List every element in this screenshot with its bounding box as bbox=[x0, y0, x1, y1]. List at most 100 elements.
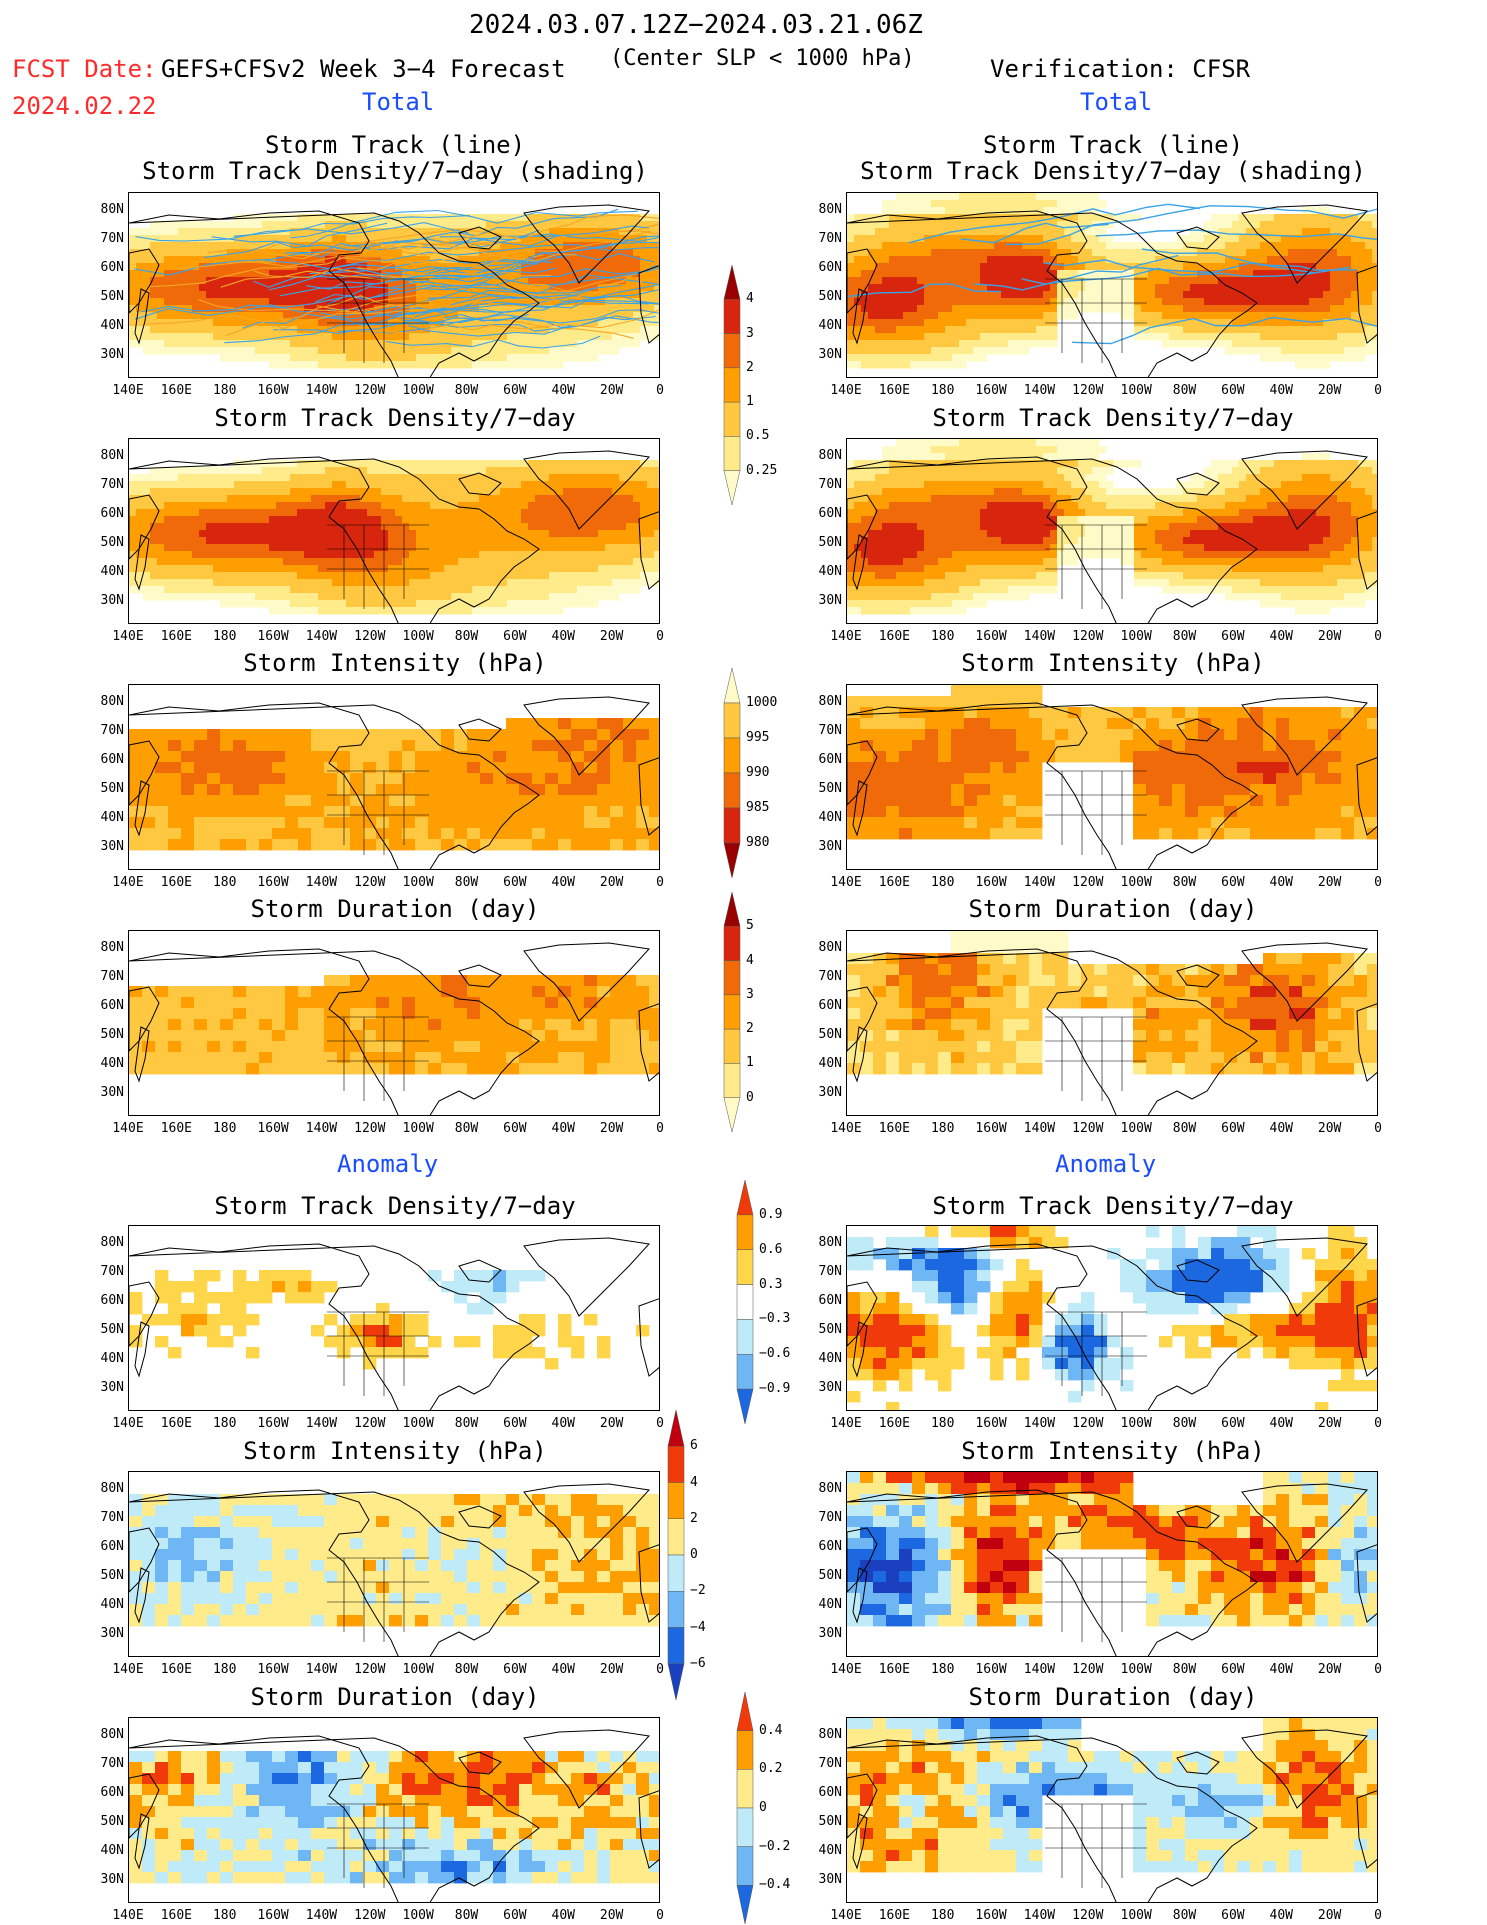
lat-tick-label: 80N bbox=[100, 940, 124, 955]
lon-tick-label: 60W bbox=[1221, 1121, 1245, 1136]
map-intensity-verification-svg bbox=[847, 685, 1377, 869]
lat-tick-label: 80N bbox=[818, 202, 842, 217]
lon-tick-label: 60W bbox=[1221, 1662, 1245, 1677]
map-track-line-verification-svg bbox=[847, 193, 1377, 377]
lon-tick-label: 60W bbox=[1221, 875, 1245, 890]
map-intensity-anomaly-forecast bbox=[128, 1471, 660, 1657]
lat-tick-label: 70N bbox=[818, 477, 842, 492]
lat-tick-label: 40N bbox=[100, 318, 124, 333]
lon-tick-label: 100W bbox=[402, 1662, 434, 1677]
lon-tick-label: 140E bbox=[112, 875, 144, 890]
lat-tick-label: 50N bbox=[100, 1568, 124, 1583]
map-track-line-verification bbox=[846, 192, 1378, 378]
lon-tick-label: 60W bbox=[1221, 383, 1245, 398]
lon-tick-label: 20W bbox=[599, 383, 624, 398]
lon-tick-label: 140E bbox=[112, 383, 144, 398]
lon-tick-label: 160E bbox=[160, 1121, 193, 1136]
lat-tick-label: 70N bbox=[100, 231, 124, 246]
anomaly-label-left: Anomaly bbox=[337, 1150, 439, 1178]
lat-tick-label: 60N bbox=[818, 1293, 842, 1308]
lat-tick-label: 30N bbox=[100, 839, 124, 854]
lon-tick-label: 140E bbox=[830, 1416, 862, 1431]
lat-tick-label: 70N bbox=[100, 1756, 124, 1771]
lon-tick-label: 120W bbox=[1072, 383, 1104, 398]
lon-tick-label: 80W bbox=[1172, 1416, 1197, 1431]
lon-tick-label: 140W bbox=[305, 1908, 338, 1923]
lat-tick-label: 80N bbox=[100, 202, 124, 217]
lon-tick-label: 160E bbox=[878, 1908, 911, 1923]
lat-tick-label: 80N bbox=[818, 940, 842, 955]
colorbar-intensity_anom bbox=[667, 1409, 685, 1701]
lat-tick-label: 60N bbox=[100, 1293, 124, 1308]
lon-tick-label: 140W bbox=[305, 1121, 338, 1136]
lat-tick-label: 40N bbox=[818, 1843, 842, 1858]
map-density-verification-svg bbox=[847, 439, 1377, 623]
lon-tick-label: 20W bbox=[1317, 629, 1342, 644]
lat-tick-label: 40N bbox=[818, 318, 842, 333]
lon-tick-label: 60W bbox=[503, 1662, 527, 1677]
lon-tick-label: 180 bbox=[930, 1121, 955, 1136]
lon-tick-label: 140W bbox=[305, 1662, 338, 1677]
map-track-line-forecast-svg bbox=[129, 204, 659, 377]
lon-tick-label: 100W bbox=[1120, 875, 1152, 890]
lon-tick-label: 80W bbox=[454, 875, 479, 890]
lon-tick-label: 100W bbox=[402, 1908, 434, 1923]
total-label-left: Total bbox=[362, 88, 435, 116]
colorbar-label: 0 bbox=[759, 1800, 767, 1815]
lon-tick-label: 100W bbox=[402, 1121, 434, 1136]
lon-tick-label: 20W bbox=[599, 1908, 624, 1923]
lat-tick-label: 50N bbox=[818, 535, 842, 550]
title-track-sub-right: Storm Track Density/7−day (shading) bbox=[860, 157, 1366, 185]
lon-tick-label: 80W bbox=[1172, 1121, 1197, 1136]
lon-tick-label: 120W bbox=[1072, 875, 1104, 890]
lon-tick-label: 100W bbox=[402, 629, 434, 644]
lat-tick-label: 40N bbox=[818, 564, 842, 579]
lon-tick-label: 120W bbox=[1072, 1908, 1104, 1923]
lon-tick-label: 160W bbox=[975, 1908, 1007, 1923]
colorbar-label: 1 bbox=[746, 1055, 754, 1071]
lon-tick-label: 160E bbox=[160, 1662, 193, 1677]
lon-tick-label: 60W bbox=[503, 1121, 527, 1136]
lon-tick-label: 140W bbox=[305, 629, 338, 644]
title-density-right: Storm Track Density/7−day bbox=[932, 404, 1294, 432]
colorbar-label: 985 bbox=[746, 800, 770, 815]
lat-tick-label: 30N bbox=[818, 347, 842, 362]
lat-tick-label: 30N bbox=[818, 1085, 842, 1100]
lon-tick-label: 140W bbox=[1023, 1662, 1056, 1677]
lon-tick-label: 140W bbox=[1023, 1908, 1056, 1923]
colorbar-label: 1000 bbox=[746, 695, 778, 710]
lon-tick-label: 20W bbox=[1317, 875, 1342, 890]
colorbar-label: 0.3 bbox=[759, 1276, 783, 1292]
lon-tick-label: 0 bbox=[656, 1908, 664, 1923]
lat-tick-label: 30N bbox=[818, 593, 842, 608]
map-duration-anomaly-forecast bbox=[128, 1717, 660, 1903]
colorbar-label: 4 bbox=[690, 1474, 698, 1490]
lat-tick-label: 50N bbox=[100, 781, 124, 796]
lon-tick-label: 20W bbox=[1317, 1908, 1342, 1923]
map-duration-forecast bbox=[128, 930, 660, 1116]
lat-tick-label: 60N bbox=[818, 1785, 842, 1800]
lon-tick-label: 40W bbox=[1269, 1662, 1293, 1677]
lat-tick-label: 40N bbox=[100, 1843, 124, 1858]
lat-tick-label: 60N bbox=[818, 1539, 842, 1554]
lon-tick-label: 20W bbox=[599, 1121, 624, 1136]
lon-tick-label: 160W bbox=[257, 1662, 289, 1677]
lon-tick-label: 0 bbox=[656, 629, 664, 644]
lon-tick-label: 120W bbox=[354, 629, 386, 644]
lon-tick-label: 180 bbox=[212, 1416, 237, 1431]
lat-tick-label: 30N bbox=[818, 1380, 842, 1395]
lat-tick-label: 30N bbox=[818, 1872, 842, 1887]
lat-tick-label: 50N bbox=[818, 1322, 842, 1337]
verification-label: Verification: CFSR bbox=[990, 55, 1251, 83]
lon-tick-label: 60W bbox=[503, 1416, 527, 1431]
lon-tick-label: 80W bbox=[1172, 1662, 1197, 1677]
lon-tick-label: 100W bbox=[1120, 383, 1152, 398]
map-duration-anomaly-verification-svg bbox=[847, 1718, 1377, 1902]
map-density-anomaly-forecast bbox=[128, 1225, 660, 1411]
lat-tick-label: 30N bbox=[100, 347, 124, 362]
lat-tick-label: 30N bbox=[100, 593, 124, 608]
lat-tick-label: 40N bbox=[818, 1597, 842, 1612]
lat-tick-label: 80N bbox=[100, 1727, 124, 1742]
lat-tick-label: 60N bbox=[100, 998, 124, 1013]
lat-tick-label: 60N bbox=[100, 1539, 124, 1554]
